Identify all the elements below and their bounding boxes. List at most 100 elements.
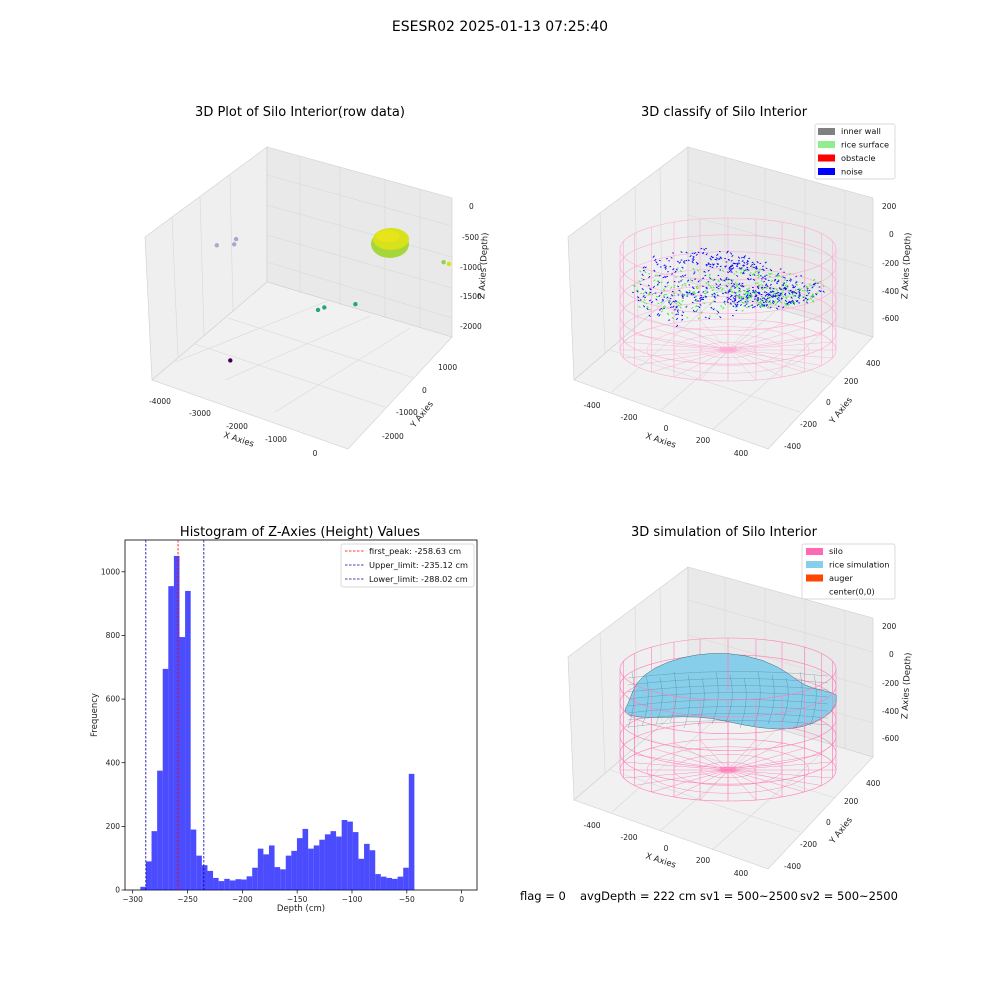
rice-surface-point xyxy=(716,313,719,315)
rice-surface-point xyxy=(708,273,711,277)
rice-surface-point xyxy=(788,272,792,276)
rice-surface-point xyxy=(679,269,683,273)
rice-surface-point xyxy=(678,302,681,305)
raw-x-tick: -3000 xyxy=(189,409,211,418)
noise-point xyxy=(752,289,755,292)
rice-surface-point xyxy=(747,292,750,295)
noise-point xyxy=(804,297,807,299)
classify-z-tick: 0 xyxy=(889,230,894,239)
noise-point xyxy=(658,309,661,311)
legend-label-rice-surface: rice surface xyxy=(841,140,889,150)
noise-point xyxy=(777,297,780,299)
histogram-bar xyxy=(157,770,163,890)
rice-surface-point xyxy=(806,294,809,296)
histogram-y-label: Frequency xyxy=(90,693,100,737)
noise-point xyxy=(697,291,700,294)
noise-point xyxy=(734,286,737,289)
noise-point xyxy=(779,268,782,270)
noise-point xyxy=(642,295,645,298)
classify-z-label: Z Axies (Depth) xyxy=(900,232,913,299)
simulation-x-label: X Axies xyxy=(644,851,677,870)
rice-surface-point xyxy=(775,295,778,298)
rice-surface-point xyxy=(717,280,720,283)
rice-surface-point xyxy=(748,296,751,298)
noise-point xyxy=(769,290,772,293)
histogram-bar xyxy=(347,821,353,890)
noise-point xyxy=(685,251,688,254)
raw-scatter-point xyxy=(232,242,237,247)
noise-point xyxy=(775,307,779,310)
rice-surface-point xyxy=(712,300,715,303)
rice-surface-point xyxy=(673,294,676,297)
rice-surface-point xyxy=(781,284,784,287)
histogram-x-label: Depth (cm) xyxy=(277,904,325,914)
rice-surface-point xyxy=(682,293,685,297)
noise-point xyxy=(653,269,656,272)
noise-point xyxy=(765,304,768,307)
histogram-bar xyxy=(308,848,314,890)
rice-surface-point xyxy=(676,301,679,303)
noise-point xyxy=(770,290,774,294)
raw-z-tick: -2000 xyxy=(460,322,482,331)
rice-surface-point xyxy=(780,293,784,296)
noise-point xyxy=(738,287,741,290)
noise-point xyxy=(670,257,673,259)
noise-point xyxy=(664,285,667,288)
noise-point xyxy=(757,271,760,274)
histogram-bar xyxy=(246,876,253,890)
noise-point xyxy=(670,294,674,297)
noise-point xyxy=(722,292,724,295)
rice-mesh-line xyxy=(669,671,677,723)
rice-mesh-line xyxy=(725,674,733,723)
noise-point xyxy=(730,279,733,282)
histogram-x-tick-label: 0 xyxy=(459,895,464,904)
noise-point xyxy=(637,299,640,302)
rice-surface-point xyxy=(782,295,785,298)
rice-surface-point xyxy=(712,292,715,295)
noise-point xyxy=(694,278,697,280)
noise-point xyxy=(784,293,787,296)
histogram-x-tick-label: −200 xyxy=(232,895,253,904)
noise-point xyxy=(738,283,741,285)
rice-surface-point xyxy=(683,282,686,285)
classify-x-tick: 0 xyxy=(664,424,669,433)
noise-point xyxy=(718,257,721,261)
histogram-y-tick-label: 600 xyxy=(106,695,121,704)
simulation-legend-frame xyxy=(801,543,896,600)
noise-point xyxy=(727,278,730,281)
noise-point xyxy=(756,303,759,307)
legend-swatch-obstacle xyxy=(818,154,835,162)
rice-surface-point xyxy=(721,288,724,291)
noise-point xyxy=(665,265,667,267)
rice-surface-point xyxy=(724,292,727,295)
rice-surface-point xyxy=(746,288,749,291)
rice-surface-point xyxy=(754,282,757,285)
noise-point xyxy=(686,291,689,294)
noise-point xyxy=(756,285,760,288)
raw-x-tick: -1000 xyxy=(265,435,287,444)
noise-point xyxy=(717,288,720,290)
noise-point xyxy=(650,301,654,304)
rice-surface-point xyxy=(632,284,635,287)
histogram-bar xyxy=(285,855,292,890)
noise-point xyxy=(662,276,665,279)
noise-point xyxy=(664,268,667,270)
noise-point xyxy=(742,264,746,267)
noise-point xyxy=(711,256,714,259)
histogram-bar xyxy=(364,843,370,890)
noise-point xyxy=(774,278,777,281)
noise-point xyxy=(782,284,785,287)
noise-point xyxy=(780,298,783,300)
noise-point xyxy=(759,306,762,308)
noise-point xyxy=(637,296,640,299)
rice-surface-point xyxy=(736,285,739,288)
noise-point xyxy=(790,300,794,303)
noise-point xyxy=(735,309,738,312)
histogram-x-tick-label: −300 xyxy=(122,895,143,904)
noise-point xyxy=(746,297,749,300)
noise-point xyxy=(703,270,706,273)
rice-surface-point xyxy=(735,283,739,286)
histogram-y-tick-label: 1000 xyxy=(101,567,120,576)
legend-label-noise: noise xyxy=(841,167,863,177)
noise-point xyxy=(642,266,645,269)
